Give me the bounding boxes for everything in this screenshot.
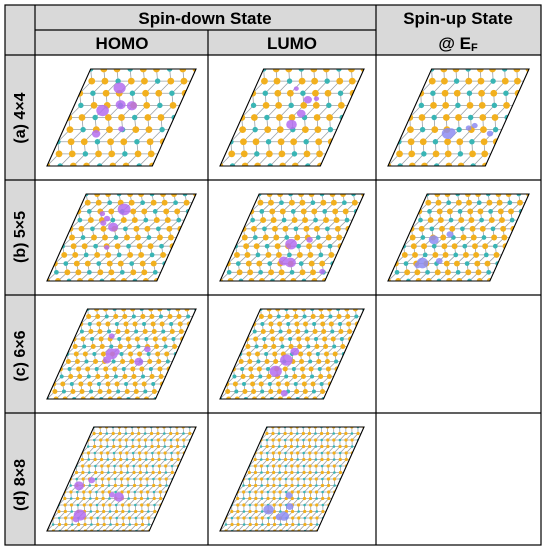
orbital-density (269, 347, 300, 397)
homo-title: HOMO (96, 34, 149, 53)
unit-cell-outline (46, 68, 197, 167)
panels-layer (46, 68, 530, 532)
orbital-density (99, 203, 131, 250)
orbital-density (414, 231, 454, 269)
spin-up-header-cell (376, 5, 541, 55)
atoms (47, 427, 196, 531)
unit-cell-outline (219, 308, 365, 400)
row-label-column (5, 55, 35, 545)
unit-cell-outline (219, 68, 365, 167)
spin-up-fermi-subscript: F (471, 42, 478, 54)
lattice-c-lumo (220, 309, 364, 399)
unit-cell-outline (219, 426, 365, 532)
lattice-b-homo (47, 194, 196, 281)
spin-down-title: Spin-down State (138, 9, 271, 28)
panel-b-lumo (219, 193, 365, 282)
row-labels: (a) 4×4 (b) 5×5 (c) 6×6 (d) 8×8 (12, 92, 29, 511)
unit-cell-outline (46, 426, 197, 532)
panel-d-lumo (219, 426, 365, 532)
panel-b-spinup (387, 193, 530, 282)
panel-a-spinup (387, 68, 530, 167)
lattice-c-homo (47, 309, 196, 399)
lattice-a-spinup (388, 69, 529, 166)
row-label-b: (b) 5×5 (12, 211, 29, 263)
orbital-density (72, 477, 125, 523)
homo-lumo-header-cell (35, 30, 376, 55)
unit-cell-outline (387, 193, 530, 282)
atoms (220, 69, 364, 166)
panel-b-homo (46, 193, 197, 282)
row-label-d: (d) 8×8 (12, 459, 29, 511)
lattice-b-lumo (220, 194, 364, 281)
lattice-a-lumo (220, 69, 364, 166)
lattice-d-lumo (220, 427, 364, 531)
unit-cell-outline (46, 193, 197, 282)
row-label-c: (c) 6×6 (12, 330, 29, 381)
spin-down-header-cell (35, 5, 376, 30)
spin-up-title: Spin-up State (403, 9, 513, 28)
unit-cell-outline (387, 68, 530, 167)
atoms (220, 427, 364, 531)
spin-up-at-e: @ E (438, 34, 471, 53)
panel-c-homo (46, 308, 197, 400)
unit-cell-outline (46, 308, 197, 400)
orbital-density (91, 82, 138, 138)
orbital-density (278, 236, 326, 275)
orbital-density (441, 122, 494, 140)
row-label-a: (a) 4×4 (12, 92, 29, 143)
lattice-a-homo (47, 69, 196, 166)
orbital-density (286, 86, 320, 130)
atoms (220, 309, 364, 399)
table-grid-lines (4, 4, 542, 546)
bonds (220, 194, 364, 281)
corner-cell (5, 5, 35, 55)
panel-a-homo (46, 68, 197, 167)
panel-c-lumo (219, 308, 365, 400)
lattice-d-homo (47, 427, 196, 531)
atoms (47, 309, 196, 399)
spin-up-fermi: @ EF (438, 34, 478, 54)
orbital-density (102, 333, 151, 366)
panel-d-homo (46, 426, 197, 532)
orbital-density (263, 492, 294, 521)
unit-cell-outline (219, 193, 365, 282)
panel-a-lumo (219, 68, 365, 167)
lumo-title: LUMO (267, 34, 317, 53)
